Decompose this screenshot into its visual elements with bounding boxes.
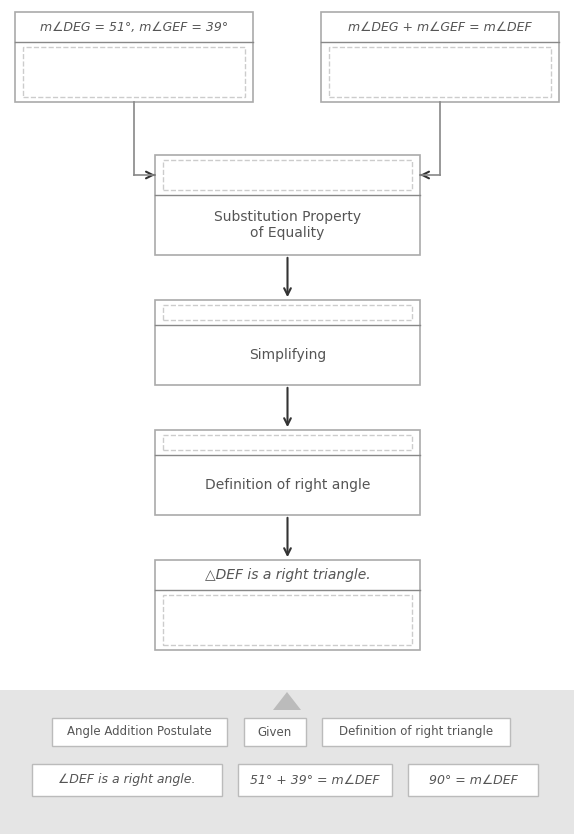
Bar xyxy=(163,595,412,645)
Bar xyxy=(244,718,306,746)
Bar xyxy=(155,430,420,515)
Bar xyxy=(155,560,420,650)
Bar xyxy=(155,155,420,255)
Text: 90° = m∠DEF: 90° = m∠DEF xyxy=(429,773,517,786)
Bar xyxy=(32,764,222,796)
Bar xyxy=(23,47,245,97)
Text: 51° + 39° = m∠DEF: 51° + 39° = m∠DEF xyxy=(250,773,380,786)
Bar xyxy=(0,690,574,834)
Text: Substitution Property
of Equality: Substitution Property of Equality xyxy=(214,210,361,240)
Text: Simplifying: Simplifying xyxy=(249,348,326,362)
Text: △DEF is a right triangle.: △DEF is a right triangle. xyxy=(205,568,370,582)
Bar xyxy=(163,435,412,450)
Text: ∠DEF is a right angle.: ∠DEF is a right angle. xyxy=(58,773,196,786)
Bar xyxy=(163,160,412,190)
Bar xyxy=(163,305,412,320)
Text: m∠DEG + m∠GEF = m∠DEF: m∠DEG + m∠GEF = m∠DEF xyxy=(348,21,532,33)
Bar xyxy=(238,764,392,796)
Polygon shape xyxy=(273,692,301,710)
Bar xyxy=(155,300,420,385)
Text: m∠DEG = 51°, m∠GEF = 39°: m∠DEG = 51°, m∠GEF = 39° xyxy=(40,21,228,33)
Bar xyxy=(52,718,227,746)
Bar xyxy=(408,764,538,796)
Text: Angle Addition Postulate: Angle Addition Postulate xyxy=(67,726,212,738)
Bar xyxy=(321,12,559,102)
Text: Definition of right triangle: Definition of right triangle xyxy=(339,726,493,738)
Text: Definition of right angle: Definition of right angle xyxy=(205,478,370,492)
Bar xyxy=(322,718,510,746)
Bar xyxy=(329,47,551,97)
Bar xyxy=(15,12,253,102)
Text: Given: Given xyxy=(258,726,292,738)
